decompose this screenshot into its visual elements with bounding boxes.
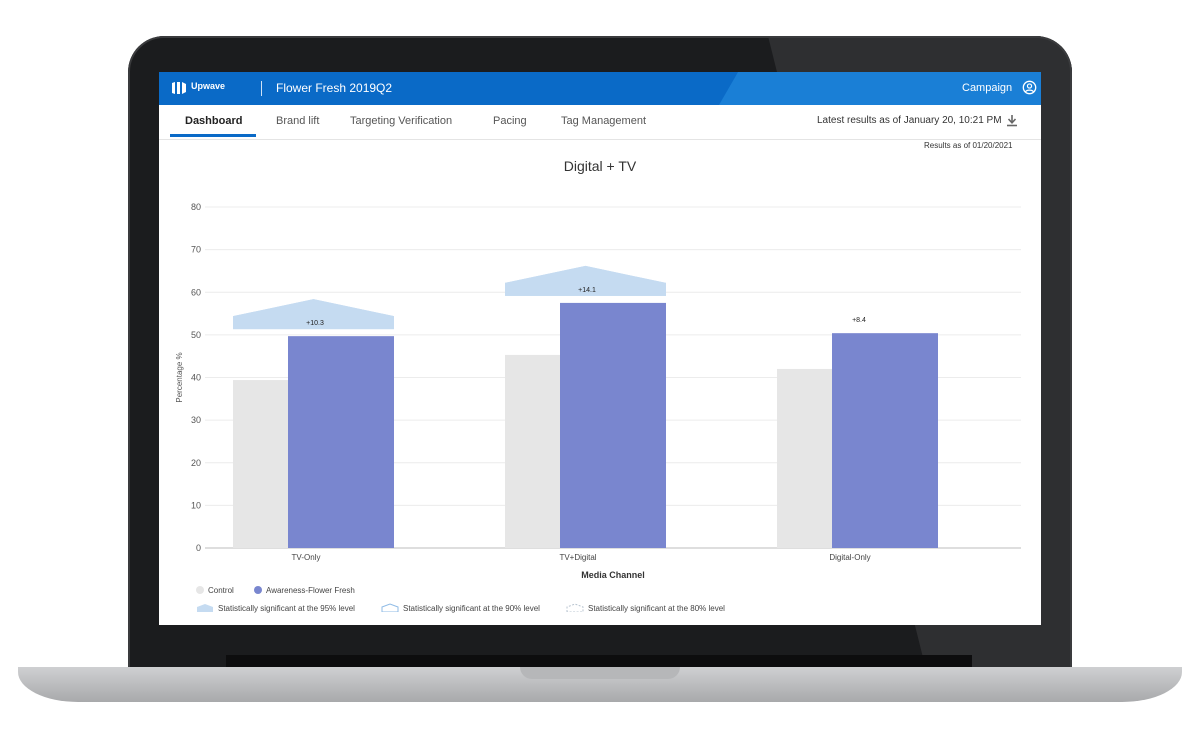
y-tick-label: 10 <box>191 500 201 510</box>
control-swatch <box>196 586 204 594</box>
awareness-bar <box>560 302 666 548</box>
significance-badge-fill <box>233 299 394 330</box>
campaign-menu-link[interactable]: Campaign <box>962 82 1013 94</box>
tab-targeting-verification[interactable]: Targeting Verification <box>350 115 453 127</box>
y-tick-label: 70 <box>191 245 201 255</box>
sig-80-swatch-icon <box>566 603 584 613</box>
campaign-title: Flower Fresh 2019Q2 <box>276 81 393 95</box>
legend-sig-90-label: Statistically significant at the 90% lev… <box>403 604 540 613</box>
x-axis-label: Media Channel <box>581 570 645 580</box>
top-bar: Upwave Flower Fresh 2019Q2 Campaign <box>159 72 1041 105</box>
app-screen: Upwave Flower Fresh 2019Q2 Campaign Dash… <box>159 72 1041 625</box>
y-axis-label: Percentage % <box>175 352 184 402</box>
download-icon[interactable] <box>1006 114 1018 127</box>
active-tab-indicator <box>170 134 256 137</box>
header-divider <box>261 81 262 96</box>
brand-name[interactable]: Upwave <box>191 81 226 91</box>
awareness-swatch <box>254 586 262 594</box>
sig-90-swatch-icon <box>381 603 399 613</box>
laptop-hinge <box>226 655 972 669</box>
y-tick-label: 20 <box>191 458 201 468</box>
tab-brand-lift[interactable]: Brand lift <box>276 115 320 127</box>
upwave-logo-icon[interactable] <box>171 80 187 96</box>
lift-label: +14.1 <box>578 287 596 294</box>
legend-awareness[interactable]: Awareness-Flower Fresh <box>254 586 355 595</box>
y-tick-label: 30 <box>191 415 201 425</box>
tab-pacing[interactable]: Pacing <box>493 115 527 127</box>
legend-awareness-label: Awareness-Flower Fresh <box>266 586 355 595</box>
bar-chart: 0 10 20 30 40 50 60 70 80 Percentage % Media Chann… <box>175 202 1021 580</box>
x-tick-label: Digital-Only <box>829 553 870 562</box>
lift-label: +10.3 <box>306 320 324 327</box>
legend-sig-95-label: Statistically significant at the 95% lev… <box>218 604 355 613</box>
legend-control[interactable]: Control <box>196 586 234 595</box>
results-date-note: Results as of 01/20/2021 <box>924 141 1013 150</box>
y-tick-label: 50 <box>191 330 201 340</box>
x-tick-label: TV-Only <box>292 553 321 562</box>
tab-bar: Dashboard Brand lift Targeting Verificat… <box>159 105 1041 140</box>
awareness-bar <box>832 333 938 548</box>
significance-badge-fill <box>505 265 666 296</box>
legend-sig-80: Statistically significant at the 80% lev… <box>566 603 725 613</box>
lift-label: +8.4 <box>852 317 866 324</box>
laptop-notch <box>520 667 680 679</box>
y-tick-label: 0 <box>196 543 201 553</box>
y-tick-label: 60 <box>191 287 201 297</box>
awareness-bar <box>288 336 394 548</box>
latest-results-status: Latest results as of January 20, 10:21 P… <box>817 115 1002 126</box>
sig-95-swatch-icon <box>197 604 213 612</box>
legend-sig-80-label: Statistically significant at the 80% lev… <box>588 604 725 613</box>
y-tick-label: 40 <box>191 373 201 383</box>
legend-control-label: Control <box>208 586 234 595</box>
chart-title: Digital + TV <box>563 158 637 174</box>
x-tick-label: TV+Digital <box>559 553 596 562</box>
legend-sig-90: Statistically significant at the 90% lev… <box>381 603 540 613</box>
y-tick-label: 80 <box>191 202 201 212</box>
legend-sig-95: Statistically significant at the 95% lev… <box>196 603 355 613</box>
user-account-icon[interactable] <box>1022 80 1037 95</box>
tab-dashboard[interactable]: Dashboard <box>185 115 243 127</box>
tab-tag-management[interactable]: Tag Management <box>561 115 646 127</box>
